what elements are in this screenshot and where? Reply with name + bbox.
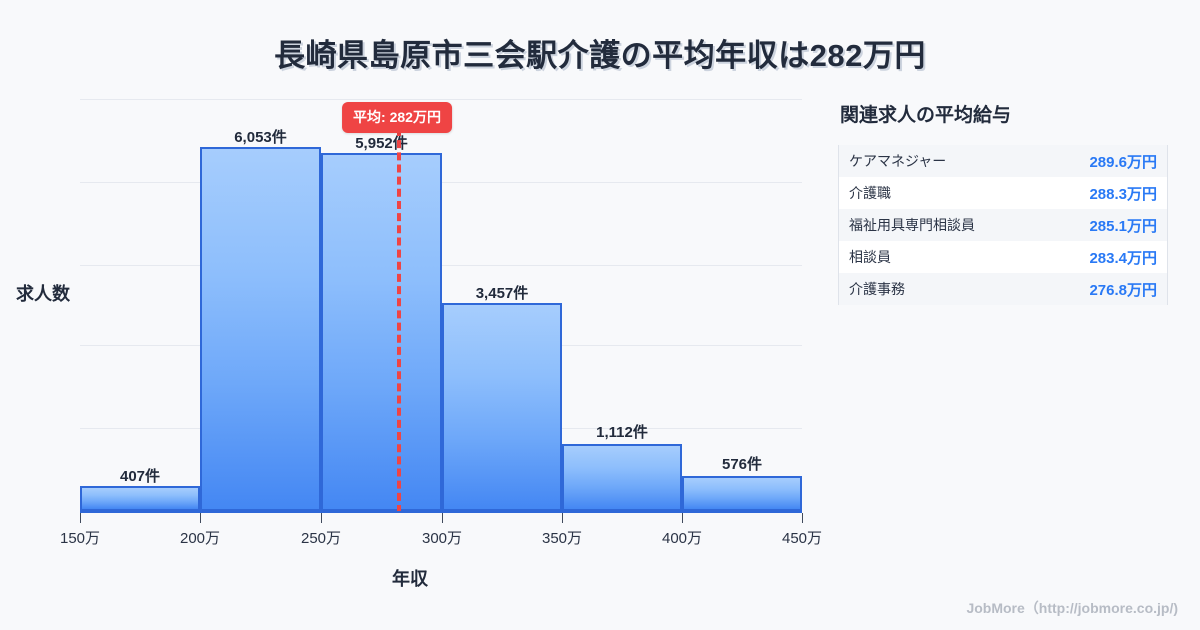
related-salary-panel: 関連求人の平均給与 ケアマネジャー 289.6万円 介護職 288.3万円 福祉… — [838, 100, 1168, 305]
salary-value: 276.8万円 — [1089, 281, 1157, 299]
footer-watermark: JobMore（http://jobmore.co.jp/) — [966, 600, 1178, 616]
bar-value-label: 5,952件 — [355, 135, 408, 152]
x-tick-label: 250万 — [300, 530, 342, 547]
bar-value-label: 3,457件 — [475, 285, 529, 302]
salary-table: ケアマネジャー 289.6万円 介護職 288.3万円 福祉用具専門相談員 28… — [838, 145, 1168, 305]
salary-value: 289.6万円 — [1089, 153, 1157, 171]
histogram-chart: 求人数 407件 6,053件 5,952件 3,457件 1,112件 576… — [0, 90, 823, 600]
salary-job-label: 介護事務 — [849, 281, 905, 297]
bar-1[interactable] — [200, 147, 321, 511]
x-tick-mark — [442, 513, 443, 523]
x-tick-mark — [80, 513, 81, 523]
salary-job-label: 介護職 — [849, 185, 891, 201]
salary-job-label: ケアマネジャー — [849, 153, 947, 169]
x-tick-mark — [682, 513, 683, 523]
bar-value-label: 576件 — [721, 456, 763, 473]
bar-5[interactable] — [682, 476, 802, 511]
x-tick-mark — [562, 513, 563, 523]
salary-job-label: 福祉用具専門相談員 — [849, 217, 975, 233]
table-row[interactable]: 相談員 283.4万円 — [839, 241, 1167, 273]
y-axis-title: 求人数 — [16, 284, 70, 304]
x-tick-label: 300万 — [421, 530, 463, 547]
table-row[interactable]: 福祉用具専門相談員 285.1万円 — [839, 209, 1167, 241]
x-tick-mark — [802, 513, 803, 523]
table-row[interactable]: 介護事務 276.8万円 — [839, 273, 1167, 305]
salary-value: 288.3万円 — [1089, 185, 1157, 203]
plot-area: 407件 6,053件 5,952件 3,457件 1,112件 576件 平均… — [80, 90, 802, 513]
x-tick-mark — [200, 513, 201, 523]
side-panel-heading: 関連求人の平均給与 — [840, 105, 1012, 126]
x-tick-label: 350万 — [541, 530, 583, 547]
bar-4[interactable] — [562, 444, 682, 511]
bar-2[interactable] — [321, 153, 442, 511]
bar-0[interactable] — [80, 486, 200, 511]
x-axis-title: 年収 — [392, 569, 428, 589]
gridline — [80, 99, 802, 100]
page-title: 長崎県島原市三会駅介護の平均年収は282万円 — [274, 38, 926, 73]
table-row[interactable]: 介護職 288.3万円 — [839, 177, 1167, 209]
bar-3[interactable] — [442, 303, 562, 511]
salary-job-label: 相談員 — [849, 249, 891, 265]
bar-value-label: 6,053件 — [234, 129, 287, 146]
x-tick-label: 450万 — [781, 530, 823, 547]
bar-value-label: 407件 — [119, 468, 161, 485]
salary-value: 283.4万円 — [1089, 249, 1157, 267]
x-tick-label: 400万 — [661, 530, 703, 547]
average-line-marker — [397, 128, 401, 513]
table-row[interactable]: ケアマネジャー 289.6万円 — [839, 145, 1167, 177]
x-axis-baseline — [80, 511, 802, 513]
x-tick-mark — [321, 513, 322, 523]
x-tick-label: 200万 — [179, 530, 221, 547]
salary-value: 285.1万円 — [1089, 217, 1157, 235]
average-badge: 平均: 282万円 — [342, 102, 452, 133]
bar-value-label: 1,112件 — [596, 424, 648, 441]
x-tick-label: 150万 — [59, 530, 101, 547]
